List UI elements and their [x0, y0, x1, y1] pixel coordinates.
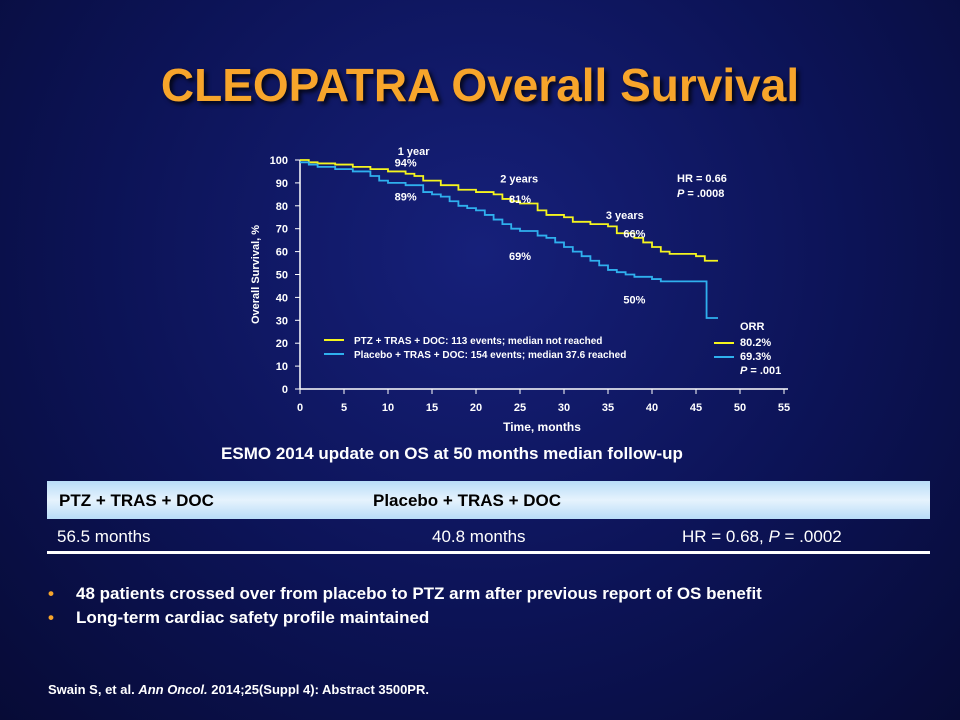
y-tick-label: 80 [276, 201, 288, 213]
cell-placebo-median: 40.8 months [432, 527, 526, 546]
orr-title: ORR [740, 321, 765, 333]
chart-annotations: 1 year 2 years 3 years 94% 81% 66% 89% 69% 50% HR… [395, 146, 782, 377]
orr-ptz-value: 80.2% [740, 337, 771, 349]
chart-lines [300, 159, 718, 319]
hr-label: HR = 0.66 [677, 173, 727, 185]
reference-rest: 2014;25(Suppl 4): Abstract 3500PR. [207, 682, 429, 697]
reference-authors: Swain S, et al. [48, 682, 139, 697]
cell-p-label: P [768, 527, 780, 546]
list-item: • Long-term cardiac safety profile maint… [48, 608, 762, 632]
cell-p-value: = .0002 [779, 527, 842, 546]
y-tick-label: 20 [276, 338, 288, 350]
bullet-icon: • [48, 608, 54, 627]
bullet-list: • 48 patients crossed over from placebo … [48, 584, 762, 632]
y-tick-label: 40 [276, 292, 288, 304]
y-tick-label: 60 [276, 247, 288, 259]
y-tick-label: 90 [276, 178, 288, 190]
p-value-label: P = .0008 [677, 188, 724, 200]
placebo-curve [300, 161, 718, 319]
x-axis-label: Time, months [503, 420, 581, 434]
survival-pct-label: 66% [623, 228, 645, 240]
y-tick-label: 50 [276, 270, 288, 282]
table-row: 56.5 months 40.8 months HR = 0.68, P = .… [47, 519, 930, 554]
x-tick-label: 40 [646, 402, 658, 414]
legend-entry: PTZ + TRAS + DOC: 113 events; median not… [354, 336, 602, 347]
survival-pct-label: 81% [509, 194, 531, 206]
x-tick-label: 45 [690, 402, 702, 414]
time-label: 3 years [606, 210, 644, 222]
cell-ptz-median: 56.5 months [57, 527, 151, 546]
x-tick-label: 55 [778, 402, 790, 414]
header-ptz: PTZ + TRAS + DOC [59, 491, 214, 510]
orr-placebo-value: 69.3% [740, 351, 771, 363]
bullet-text: 48 patients crossed over from placebo to… [76, 584, 762, 603]
time-label: 1 year [398, 146, 431, 158]
y-tick-label: 10 [276, 361, 288, 373]
x-tick-label: 10 [382, 402, 394, 414]
chart-subtitle: ESMO 2014 update on OS at 50 months medi… [221, 444, 683, 463]
survival-pct-label: 89% [395, 192, 417, 204]
cell-hr-text: HR = 0.68, [682, 527, 769, 546]
y-tick-label: 30 [276, 315, 288, 327]
x-tick-label: 25 [514, 402, 526, 414]
cell-hr: HR = 0.68, P = .0002 [682, 527, 842, 547]
x-tick-label: 0 [297, 402, 303, 414]
reference: Swain S, et al. Ann Oncol. 2014;25(Suppl… [48, 682, 429, 697]
time-label: 2 years [500, 173, 538, 185]
survival-pct-label: 69% [509, 251, 531, 263]
x-tick-label: 30 [558, 402, 570, 414]
y-axis-label: Overall Survival, % [250, 225, 262, 324]
chart-axes: 0 5 10 15 20 25 30 35 40 45 50 55 0 10 20 30 40 50 60 70 80 9… [250, 155, 790, 434]
x-tick-label: 20 [470, 402, 482, 414]
survival-chart: 0 5 10 15 20 25 30 35 40 45 50 55 0 10 20 30 40 50 60 70 80 9… [250, 146, 790, 434]
x-tick-label: 15 [426, 402, 438, 414]
page-title: CLEOPATRA Overall Survival [160, 59, 800, 111]
survival-pct-label: 50% [623, 295, 645, 307]
bullet-text: Long-term cardiac safety profile maintai… [76, 608, 430, 627]
chart-legend: PTZ + TRAS + DOC: 113 events; median not… [324, 336, 626, 361]
y-tick-label: 0 [282, 384, 288, 396]
ptz-curve [300, 159, 718, 262]
y-tick-label: 70 [276, 224, 288, 236]
x-tick-label: 50 [734, 402, 746, 414]
x-tick-label: 35 [602, 402, 614, 414]
y-tick-label: 100 [270, 155, 288, 167]
x-tick-label: 5 [341, 402, 347, 414]
legend-entry: Placebo + TRAS + DOC: 154 events; median… [354, 350, 626, 361]
reference-journal: Ann Oncol. [138, 682, 208, 697]
survival-pct-label: 94% [395, 157, 417, 169]
header-placebo: Placebo + TRAS + DOC [373, 491, 561, 510]
orr-p-value: P = .001 [740, 365, 781, 377]
table-header: PTZ + TRAS + DOC Placebo + TRAS + DOC [47, 481, 930, 519]
list-item: • 48 patients crossed over from placebo … [48, 584, 762, 608]
bullet-icon: • [48, 584, 54, 603]
